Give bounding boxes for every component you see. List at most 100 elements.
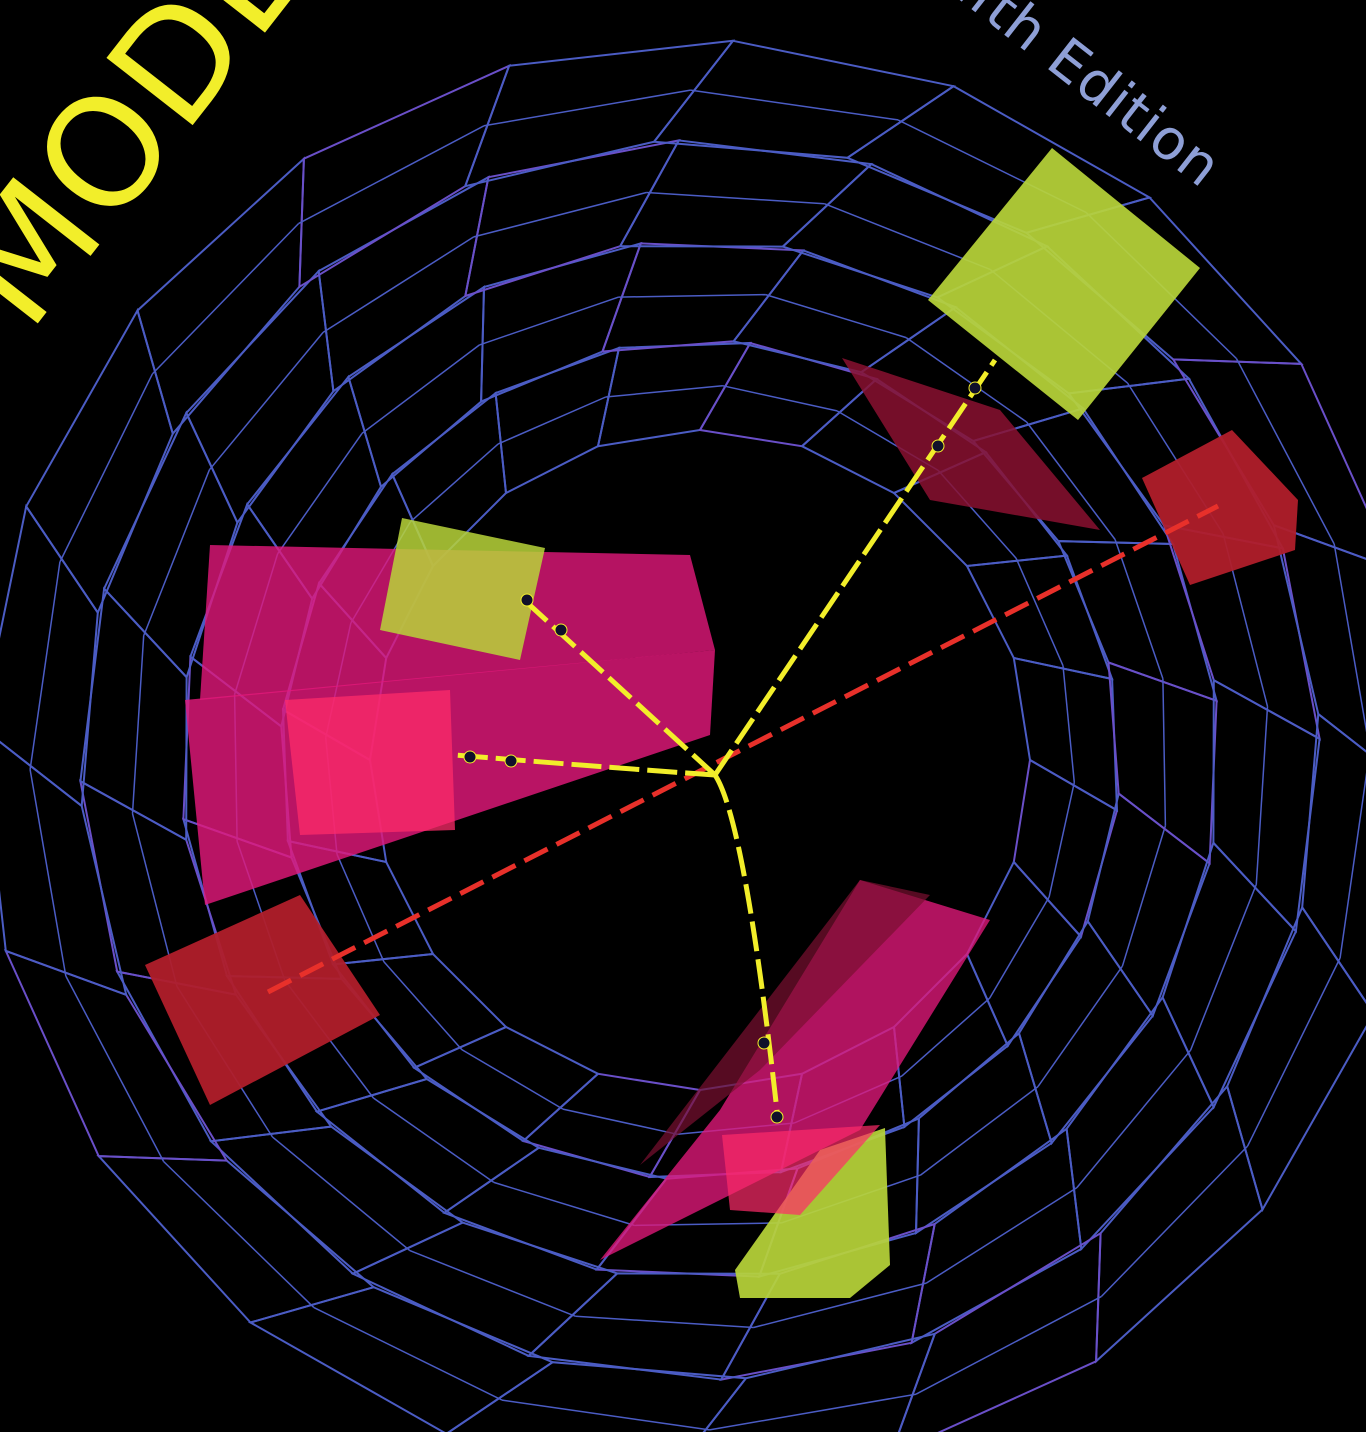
wireframe-subdivision [905, 336, 1028, 423]
wireframe-subdivision [915, 1295, 1102, 1395]
wireframe-subdivision [925, 1186, 1078, 1284]
wireframe-subdivision [473, 191, 647, 238]
wireframe-subdivision [497, 396, 606, 445]
wireframe-cell [1012, 656, 1119, 813]
yellow-track-left-upper [520, 596, 717, 777]
yellow-track-top-right [712, 358, 998, 777]
wireframe-cell [965, 860, 1083, 1048]
wireframe-subdivision [1048, 782, 1076, 898]
wireframe-subdivision [151, 223, 300, 375]
wireframe-cell [208, 1125, 465, 1275]
wireframe-subdivision [1037, 965, 1124, 1088]
wireframe-subdivision [59, 373, 154, 563]
wireframe-subdivision [208, 331, 324, 471]
wireframe-subdivision [1100, 1145, 1249, 1297]
wireframe-subdivision [409, 1249, 576, 1317]
wireframe-cell [96, 1155, 376, 1324]
wireframe-subdivision [765, 293, 907, 339]
wireframe-subdivision [501, 1399, 710, 1431]
wireframe-cell [1226, 905, 1366, 1213]
wireframe-subdivision [1333, 543, 1366, 733]
wireframe-subdivision [1246, 957, 1341, 1147]
wireframe-subdivision [575, 1315, 754, 1329]
wireframe-cell [1012, 758, 1119, 939]
wireframe-subdivision [372, 1097, 495, 1184]
wireframe-subdivision [618, 293, 766, 298]
wireframe-cell [0, 740, 128, 997]
wireframe-subdivision [1121, 825, 1167, 967]
wireframe-subdivision [493, 1181, 635, 1227]
wireframe-cell [442, 1146, 669, 1271]
wireframe-subdivision [163, 1160, 315, 1309]
wireframe-subdivision [29, 561, 61, 770]
wireframe-subdivision [690, 89, 899, 121]
wireframe-cell [1212, 678, 1321, 934]
magenta-deposit-left-bright [285, 690, 455, 835]
wireframe-subdivision [483, 89, 691, 127]
wireframe-cell [1161, 840, 1298, 1110]
particle-tracks [266, 358, 1220, 1124]
wireframe-cell [914, 1031, 1053, 1235]
yellow-track-left [454, 752, 716, 778]
wireframe-subdivision [722, 384, 838, 412]
wireframe-subdivision [409, 443, 499, 523]
green-deposit-top-right [928, 148, 1200, 420]
wireframe-subdivision [901, 997, 991, 1077]
track-hit-markers [463, 381, 982, 1124]
wireframe-subdivision [313, 1306, 503, 1401]
wireframe-subdivision [383, 961, 463, 1051]
wireframe-cell [1086, 791, 1211, 1018]
red-track [266, 503, 1220, 995]
wireframe-cell [314, 1077, 541, 1215]
wireframe-cell [698, 341, 879, 448]
wireframe-subdivision [1062, 665, 1076, 783]
wireframe-subdivision [479, 296, 619, 346]
wireframe-subdivision [143, 469, 211, 636]
red-deposit-right [1142, 430, 1298, 585]
wireframe-subdivision [753, 1282, 927, 1329]
pink-deposit-bottom [722, 1125, 880, 1215]
wireframe-cell [447, 1361, 748, 1432]
darkred-deposit-bottom [640, 880, 930, 1165]
wireframe-subdivision [65, 975, 165, 1162]
wireframe-subdivision [1026, 421, 1116, 540]
red-deposit-left [145, 895, 380, 1105]
wireframe-subdivision [461, 1048, 564, 1110]
wireframe-cell [463, 39, 736, 188]
wireframe-subdivision [276, 432, 363, 555]
wireframe-cell [185, 268, 335, 525]
wireframe-subdivision [1235, 358, 1335, 545]
wireframe-cell [731, 249, 958, 374]
wireframe-subdivision [1339, 772, 1366, 959]
wireframe-subdivision [1015, 557, 1064, 666]
energy-deposits [145, 148, 1298, 1298]
wireframe-subdivision [361, 344, 480, 434]
wireframe-subdivision [646, 191, 825, 205]
magenta-deposit-top-right [842, 358, 1100, 530]
wireframe-cell [910, 1126, 1083, 1345]
wireframe-subdivision [1162, 678, 1167, 826]
wireframe-cell [350, 1221, 620, 1358]
wireframe-subdivision [322, 236, 475, 334]
wireframe-subdivision [988, 896, 1050, 999]
wireframe-cell [463, 139, 681, 298]
wireframe-cell [412, 1025, 600, 1143]
wireframe-subdivision [29, 769, 67, 977]
wireframe-subdivision [271, 1136, 411, 1252]
wireframe-cell [1272, 523, 1366, 753]
wireframe-cell [317, 175, 490, 394]
wireframe-subdivision [336, 854, 385, 963]
wireframe-cell [652, 39, 957, 159]
wireframe-subdivision [709, 1393, 917, 1431]
wireframe-subdivision [1255, 706, 1269, 885]
wireframe-cell [1017, 919, 1155, 1146]
wireframe-subdivision [1076, 1049, 1192, 1189]
wireframe-cell [298, 63, 511, 289]
wireframe-subdivision [605, 384, 723, 398]
magenta-deposit-bottom [600, 880, 990, 1260]
wireframe-subdivision [562, 1108, 678, 1136]
wireframe-cell [702, 1332, 937, 1432]
wireframe-cell [596, 341, 753, 448]
